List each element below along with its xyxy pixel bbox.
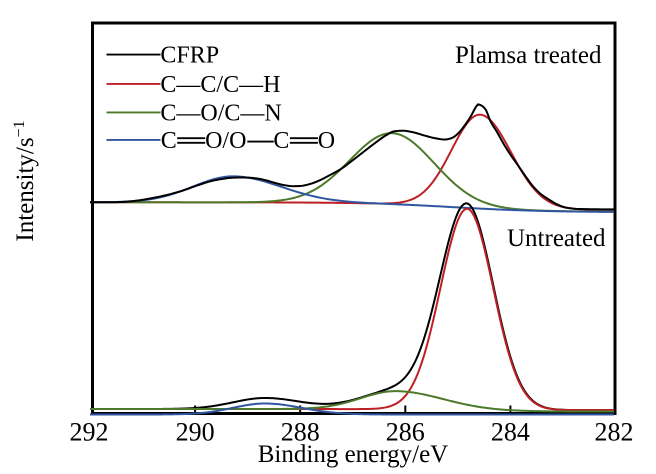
svg-text:C: C	[273, 128, 289, 154]
svg-text:290: 290	[176, 418, 215, 447]
svg-text:Binding energy/eV: Binding energy/eV	[258, 441, 448, 468]
svg-text:286: 286	[386, 418, 425, 447]
svg-text:292: 292	[70, 418, 109, 447]
svg-text:Plamsa treated: Plamsa treated	[455, 42, 602, 69]
svg-text:284: 284	[491, 418, 530, 447]
svg-text:C: C	[161, 128, 177, 154]
svg-text:O/O: O/O	[205, 128, 246, 154]
svg-text:O: O	[318, 128, 335, 154]
svg-text:CFRP: CFRP	[160, 43, 219, 69]
svg-text:288: 288	[281, 418, 320, 447]
svg-text:Intensity/s−1: Intensity/s−1	[11, 120, 39, 241]
svg-text:Untreated: Untreated	[507, 225, 606, 252]
svg-text:C—O/C—N: C—O/C—N	[160, 100, 281, 126]
svg-text:C—C/C—H: C—C/C—H	[160, 72, 280, 98]
svg-text:282: 282	[595, 418, 634, 447]
